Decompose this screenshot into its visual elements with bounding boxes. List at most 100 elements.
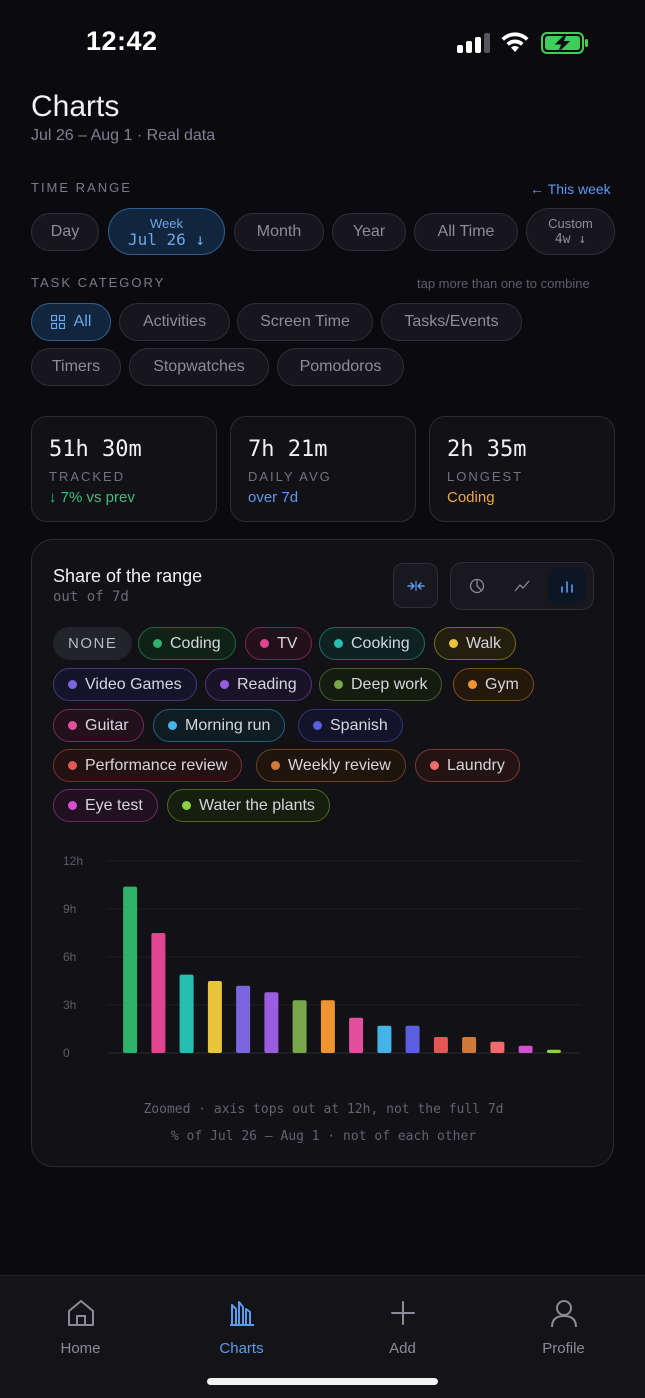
- legend-chip-coding[interactable]: Coding: [138, 627, 236, 660]
- category-tasks-events-pill[interactable]: Tasks/Events: [381, 303, 522, 341]
- legend-chip-morning-run[interactable]: Morning run: [153, 709, 286, 742]
- time-range-label: TIME RANGE: [31, 180, 132, 195]
- collapse-button[interactable]: [393, 563, 438, 608]
- bar-chart-icon: [561, 581, 573, 593]
- range-week-pill[interactable]: Week Jul 26 ↓: [108, 208, 225, 255]
- legend-none-chip[interactable]: NONE: [53, 627, 133, 660]
- range-month-pill[interactable]: Month: [234, 213, 324, 251]
- line-chart-icon: [514, 580, 530, 592]
- bar-morning-run[interactable]: [377, 1025, 392, 1053]
- legend-chip-weekly-review[interactable]: Weekly review: [256, 749, 406, 782]
- category-activities-pill[interactable]: Activities: [119, 303, 230, 341]
- legend-chip-laundry[interactable]: Laundry: [415, 749, 520, 782]
- pie-view-button[interactable]: [458, 568, 496, 604]
- bar-reading[interactable]: [264, 992, 279, 1053]
- legend-dot: [468, 680, 477, 689]
- category-timers-pill[interactable]: Timers: [31, 348, 121, 386]
- stat-value: 2h 35m: [447, 437, 527, 462]
- bar-chart-svg: 12h 9h 6h 3h 0: [63, 854, 580, 1060]
- bar-guitar[interactable]: [349, 1017, 364, 1053]
- legend-dot: [313, 721, 322, 730]
- legend-chip-label: Coding: [170, 634, 221, 652]
- legend-chip-label: Walk: [466, 634, 501, 652]
- range-day-pill[interactable]: Day: [31, 213, 99, 251]
- bar-performance-review[interactable]: [433, 1037, 448, 1053]
- plus-icon: [390, 1301, 415, 1325]
- range-all-time-pill[interactable]: All Time: [414, 213, 518, 251]
- category-tasks-events-label: Tasks/Events: [404, 313, 499, 330]
- category-screen-time-pill[interactable]: Screen Time: [237, 303, 373, 341]
- bar-eye-test[interactable]: [518, 1045, 533, 1053]
- bar-coding[interactable]: [123, 886, 138, 1053]
- tab-add[interactable]: Add: [322, 1276, 483, 1376]
- stat-label: TRACKED: [49, 469, 126, 484]
- legend-chip-label: Deep work: [351, 675, 428, 693]
- range-day-label: Day: [50, 223, 80, 240]
- y-tick-label: 6h: [63, 950, 76, 964]
- legend-chip-guitar[interactable]: Guitar: [53, 709, 144, 742]
- category-timers-label: Timers: [51, 358, 101, 375]
- legend-chip-tv[interactable]: TV: [245, 627, 313, 660]
- y-tick-label: 12h: [63, 854, 83, 868]
- stat-card-daily-avg: 7h 21m DAILY AVG over 7d: [230, 416, 416, 522]
- category-all-pill[interactable]: All: [31, 303, 111, 341]
- legend-chip-video-games[interactable]: Video Games: [53, 668, 197, 701]
- chart-footnote-zoom: Zoomed · axis tops out at 12h, not the f…: [143, 1102, 504, 1117]
- legend-chip-cooking[interactable]: Cooking: [319, 627, 425, 660]
- bar-walk[interactable]: [207, 981, 222, 1053]
- range-custom-pill[interactable]: Custom 4w ↓: [526, 208, 615, 255]
- home-icon: [67, 1300, 94, 1326]
- range-custom-value: 4w ↓: [554, 231, 587, 247]
- stat-label: LONGEST: [447, 469, 524, 484]
- range-custom-label: Custom: [548, 215, 593, 231]
- line-view-button[interactable]: [503, 568, 541, 604]
- legend-chip-reading[interactable]: Reading: [205, 668, 312, 701]
- share-bar-chart: 12h 9h 6h 3h 0: [52, 847, 597, 1077]
- legend-chip-label: Laundry: [447, 756, 505, 774]
- range-year-pill[interactable]: Year: [332, 213, 406, 251]
- range-year-label: Year: [352, 223, 386, 240]
- grid-icon: [50, 315, 65, 329]
- legend-chip-deep-work[interactable]: Deep work: [319, 668, 443, 701]
- bottom-tab-bar: Home Charts Add Profile: [0, 1275, 645, 1398]
- this-week-link[interactable]: ← This week: [530, 181, 611, 197]
- task-category-label: TASK CATEGORY: [31, 275, 166, 290]
- legend-chip-label: Morning run: [185, 716, 271, 734]
- legend-chip-gym[interactable]: Gym: [453, 668, 534, 701]
- stat-label: DAILY AVG: [248, 469, 332, 484]
- bar-view-button[interactable]: [548, 568, 586, 604]
- legend-dot: [271, 761, 280, 770]
- legend-chip-water-the-plants[interactable]: Water the plants: [167, 789, 330, 822]
- legend-chip-label: Gym: [485, 675, 519, 693]
- tab-profile[interactable]: Profile: [483, 1276, 644, 1376]
- legend-none-label: NONE: [68, 635, 118, 652]
- chart-footnote-percent: % of Jul 26 – Aug 1 · not of each other: [170, 1129, 477, 1144]
- battery-charging-icon: [541, 32, 588, 54]
- tab-charts[interactable]: Charts: [161, 1276, 322, 1376]
- category-pomodoros-pill[interactable]: Pomodoros: [277, 348, 404, 386]
- category-stopwatches-pill[interactable]: Stopwatches: [129, 348, 269, 386]
- bar-weekly-review[interactable]: [462, 1037, 477, 1053]
- bar-gym[interactable]: [320, 1000, 335, 1053]
- bar-video-games[interactable]: [236, 985, 251, 1053]
- legend-chip-spanish[interactable]: Spanish: [298, 709, 403, 742]
- legend-chip-walk[interactable]: Walk: [434, 627, 516, 660]
- legend-chip-eye-test[interactable]: Eye test: [53, 789, 158, 822]
- tab-home[interactable]: Home: [0, 1276, 161, 1376]
- tab-add-label: Add: [389, 1340, 416, 1357]
- bar-spanish[interactable]: [405, 1025, 420, 1053]
- legend-chip-label: Reading: [237, 675, 297, 693]
- stat-value: 7h 21m: [248, 437, 328, 462]
- wifi-icon: [501, 32, 529, 52]
- bar-water-the-plants[interactable]: [546, 1049, 561, 1053]
- bar-deep-work[interactable]: [292, 1000, 307, 1053]
- stat-subtext: Coding: [447, 489, 495, 506]
- bar-tv[interactable]: [151, 933, 166, 1053]
- legend-chip-label: Eye test: [85, 796, 143, 814]
- status-bar: 12:42: [0, 0, 645, 88]
- cellular-signal-icon: [457, 33, 491, 53]
- bar-cooking[interactable]: [179, 974, 194, 1053]
- bar-laundry[interactable]: [490, 1041, 505, 1053]
- legend-chip-performance-review[interactable]: Performance review: [53, 749, 243, 782]
- legend-chip-label: Weekly review: [288, 756, 391, 774]
